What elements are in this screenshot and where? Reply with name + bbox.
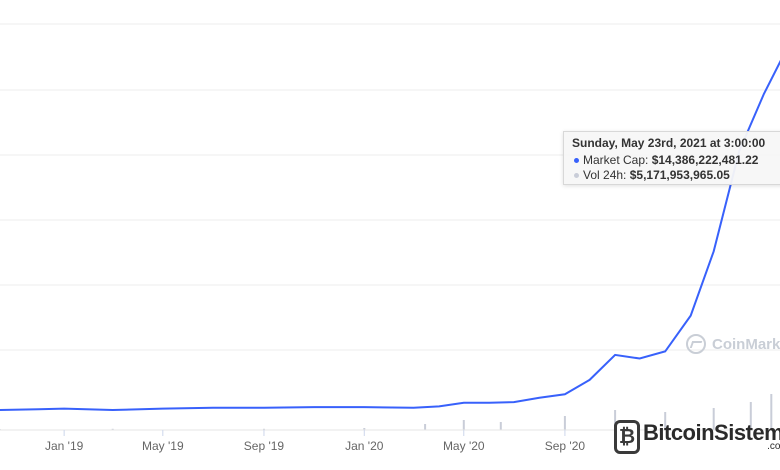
market-cap-line [0, 59, 780, 412]
tooltip-market-cap-value: $14,386,222,481.22 [651, 153, 759, 167]
volume-bar [462, 420, 465, 430]
x-tick-label: May '20 [443, 439, 485, 453]
x-tick-label: Jan '20 [345, 439, 384, 453]
volume-bar [263, 428, 265, 430]
volume-bar [563, 416, 566, 430]
x-tick-label: Sep '20 [545, 439, 586, 453]
volume-bar [424, 424, 427, 430]
volume-bar [749, 402, 752, 430]
volume-bar [363, 428, 366, 430]
bitcoinsistemi-text: BitcoinSistemi [643, 420, 780, 445]
volume-dot-icon [574, 172, 579, 178]
market-cap-dot-icon [574, 157, 579, 163]
tooltip-row-market-cap: Market Cap: $14,386,222,481.22 [572, 153, 780, 168]
coinmarketcap-logo-icon [686, 334, 706, 354]
coinmarketcap-watermark: CoinMark [686, 334, 780, 354]
tooltip-volume-label: Vol 24h: [583, 168, 627, 182]
tooltip-title: Sunday, May 23rd, 2021 at 3:00:00 [572, 136, 766, 150]
tooltip-row-volume: Vol 24h: $5,171,953,965.05 [572, 168, 780, 183]
volume-bars [0, 394, 773, 430]
bitcoin-logo-icon: ₿ [614, 420, 640, 454]
volume-bar [499, 422, 502, 430]
coinmarketcap-watermark-text: CoinMark [712, 335, 780, 353]
chart-gridlines [0, 23, 780, 351]
tooltip-volume-value: $5,171,953,965.05 [629, 168, 730, 182]
volume-bar [664, 412, 667, 430]
x-tick-label: May '19 [142, 439, 184, 453]
volume-bar [770, 394, 773, 430]
x-axis-ticks: Jan '19 May '19 Sep '19 Jan '20 May '20 Sep '… [45, 430, 585, 453]
bitcoinsistemi-domain: .com [767, 441, 780, 452]
tooltip-market-cap-label: Market Cap: [583, 153, 649, 167]
chart-tooltip: Sunday, May 23rd, 2021 at 3:00:00 Market… [563, 131, 780, 185]
volume-bar [712, 408, 715, 430]
bitcoinsistemi-watermark: ₿ BitcoinSistemi .com [614, 420, 780, 454]
volume-bar [111, 428, 114, 430]
x-tick-label: Jan '19 [45, 439, 84, 453]
volume-bar [614, 410, 617, 430]
x-tick-label: Sep '19 [244, 439, 285, 453]
